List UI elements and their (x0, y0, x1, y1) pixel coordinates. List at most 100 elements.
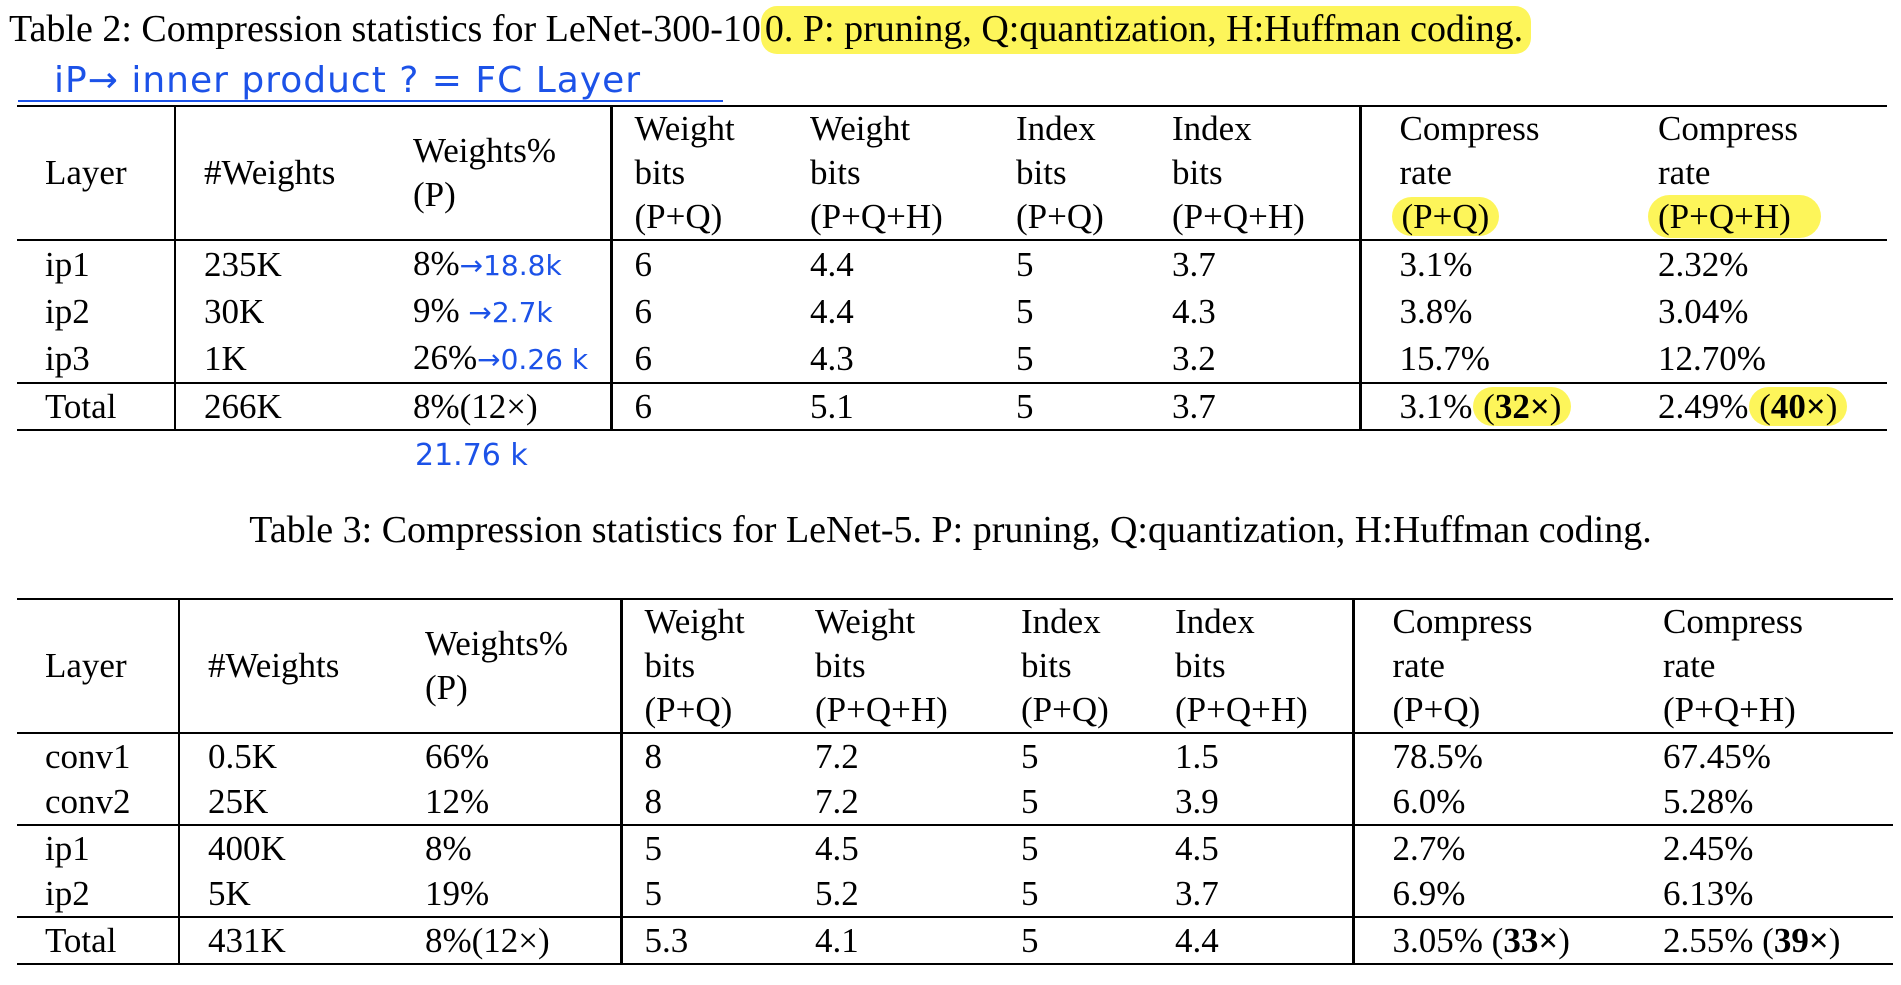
h-l2: rate (1392, 646, 1445, 685)
cell-wpq: 8 (619, 732, 787, 779)
h-l3: (P+Q+H) (810, 197, 943, 236)
table2-caption-highlight: 0. P: pruning, Q:quantization, H:Huffman… (760, 6, 1532, 54)
cell-weights: 25K (178, 779, 397, 825)
cell-layer: ip1 (17, 239, 175, 288)
h-l1: Compress (1663, 602, 1803, 641)
cell-weights: 0.5K (178, 732, 397, 779)
cell-wpq: 6 (609, 239, 782, 288)
cell-cpq-ratio: (32×) (1473, 387, 1572, 426)
cell-cpqh: 67.45% (1625, 732, 1893, 779)
table3-caption: Table 3: Compression statistics for LeNe… (249, 509, 1652, 551)
header-index-bits-pq: Index bits (P+Q) (993, 598, 1147, 733)
h-l2: bits (1021, 646, 1072, 685)
cell-cpqh: 5.28% (1663, 782, 1754, 821)
h-l2: rate (1399, 153, 1452, 192)
cell-pct: 9% →2.7k (385, 288, 611, 335)
h-l3: (P+Q+H) (1175, 690, 1308, 729)
cell-ipqh: 3.7 (1144, 382, 1360, 431)
header-layer: Layer (17, 598, 179, 733)
cell-pct: 66% (397, 732, 621, 779)
cell-ipq: 5 (988, 239, 1144, 288)
handwritten-ip3-note: →0.26 k (477, 343, 589, 376)
cell-cpq: 6.0% (1351, 779, 1625, 825)
cell-cpq: 3.1% (1358, 239, 1620, 288)
h-l1: Index (1021, 602, 1101, 641)
cell-weights: 400K (178, 824, 397, 871)
cell-cpq: 6.9% (1351, 871, 1625, 917)
cell-pct: 8%→18.8k (385, 239, 611, 288)
header-index-bits-pq: Index bits (P+Q) (988, 105, 1144, 240)
handwritten-header-note: iP→ inner product ? = FC Layer (54, 60, 642, 101)
cell-ipq: 5 (1021, 874, 1039, 913)
cell-ipqh: 3.9 (1175, 782, 1219, 821)
cell-pct: 19% (425, 874, 490, 913)
h-l2: bits (810, 153, 861, 192)
cell-pct-value: 26% (413, 338, 478, 377)
handwritten-total-note: 21.76 k (415, 438, 528, 473)
cell-wpq: 5.3 (619, 916, 787, 965)
cell-ipq: 5 (1016, 339, 1034, 378)
cell-ipqh: 3.2 (1172, 339, 1216, 378)
handwritten-underline (18, 100, 723, 102)
cell-ipq: 5 (988, 382, 1144, 431)
h-l3: (P+Q) (1021, 690, 1109, 729)
h-l1: Index (1175, 602, 1255, 641)
cell-ipqh: 4.5 (1147, 824, 1353, 871)
header-weights-pct: Weights% (P) (397, 598, 621, 733)
table-row: ip1 400K 8% 5 4.5 5 4.5 2.7% 2.45% (17, 824, 1893, 871)
header-weight-bits-pqh: Weight bits (P+Q+H) (782, 105, 988, 240)
h-l1: Weights% (425, 624, 568, 663)
cell-layer: Total (17, 916, 179, 965)
header-weights: #Weights (178, 598, 397, 733)
header-index-bits-pqh: Index bits (P+Q+H) (1144, 105, 1360, 240)
cell-wpq: 5 (619, 871, 787, 917)
table-row: ip3 1K 26%→0.26 k 6 4.3 5 3.2 15.7% 12.7… (17, 335, 1887, 383)
header-compress-pq: Compress rate (P+Q) (1351, 598, 1625, 733)
cell-cpqh: 3.04% (1658, 292, 1749, 331)
table-row: ip2 5K 19% 5 5.2 5 3.7 6.9% 6.13% (17, 871, 1893, 917)
header-weights-pct-l2: (P) (413, 175, 456, 214)
h-l3: (P+Q) (1016, 197, 1104, 236)
cell-ipq: 5 (1021, 782, 1039, 821)
h-l3-highlight: (P+Q) (1391, 197, 1500, 236)
cell-pct-value: 9% (413, 291, 460, 330)
cell-layer: ip3 (45, 339, 90, 378)
cell-wpqh: 4.5 (787, 824, 993, 871)
cell-cpq-value: 3.1% (1399, 387, 1473, 426)
h-l1: Weight (810, 109, 911, 148)
h-l2: bits (634, 153, 686, 192)
h-l2: bits (1175, 646, 1226, 685)
cell-cpqh: 2.49% (40×) (1620, 382, 1887, 431)
cell-wpq: 8 (619, 779, 787, 825)
h-l1: Weight (634, 109, 735, 148)
table-row-total: Total 431K 8%(12×) 5.3 4.1 5 4.4 3.05% (… (17, 916, 1893, 965)
h-l3: (P+Q+H) (815, 690, 948, 729)
cell-pct: 8% (397, 824, 621, 871)
cell-cpqh: 2.55% (39×) (1625, 916, 1893, 965)
cell-ipq: 5 (993, 732, 1147, 779)
table2-caption-prefix: Table 2: Compression statistics for LeNe… (9, 8, 761, 50)
header-compress-pqh: Compress rate (P+Q+H) (1625, 598, 1893, 733)
h-l1: Compress (1392, 602, 1533, 641)
cell-pct: 8%(12×) (397, 916, 621, 965)
cell-wpqh: 4.4 (782, 239, 988, 288)
header-weights-pct-l1: Weights% (413, 131, 556, 170)
h-l2: rate (1658, 153, 1711, 192)
cell-ipqh: 4.4 (1147, 916, 1353, 965)
cell-cpq-ratio-value: 33× (1503, 921, 1559, 960)
h-l2: (P) (425, 668, 468, 707)
h-l1: Weight (815, 602, 916, 641)
cell-wpqh: 7.2 (815, 782, 859, 821)
header-compress-pqh: Compress rate (P+Q+H) (1620, 105, 1887, 240)
cell-layer: conv1 (17, 732, 179, 779)
cell-wpq: 6 (609, 288, 782, 335)
h-l1: Compress (1399, 109, 1540, 148)
cell-layer: ip1 (17, 824, 179, 871)
cell-cpq-value: 3.05% (1392, 921, 1483, 960)
cell-cpqh-ratio-value: 40× (1770, 387, 1826, 426)
cell-wpq: 6 (609, 382, 782, 431)
cell-weights: 235K (174, 239, 385, 288)
table-row: ip1 235K 8%→18.8k 6 4.4 5 3.7 3.1% 2.32% (17, 239, 1887, 288)
cell-layer: ip2 (45, 874, 90, 913)
table3-header-row: Layer #Weights Weights% (P) Weight bits (P+… (17, 598, 1893, 733)
